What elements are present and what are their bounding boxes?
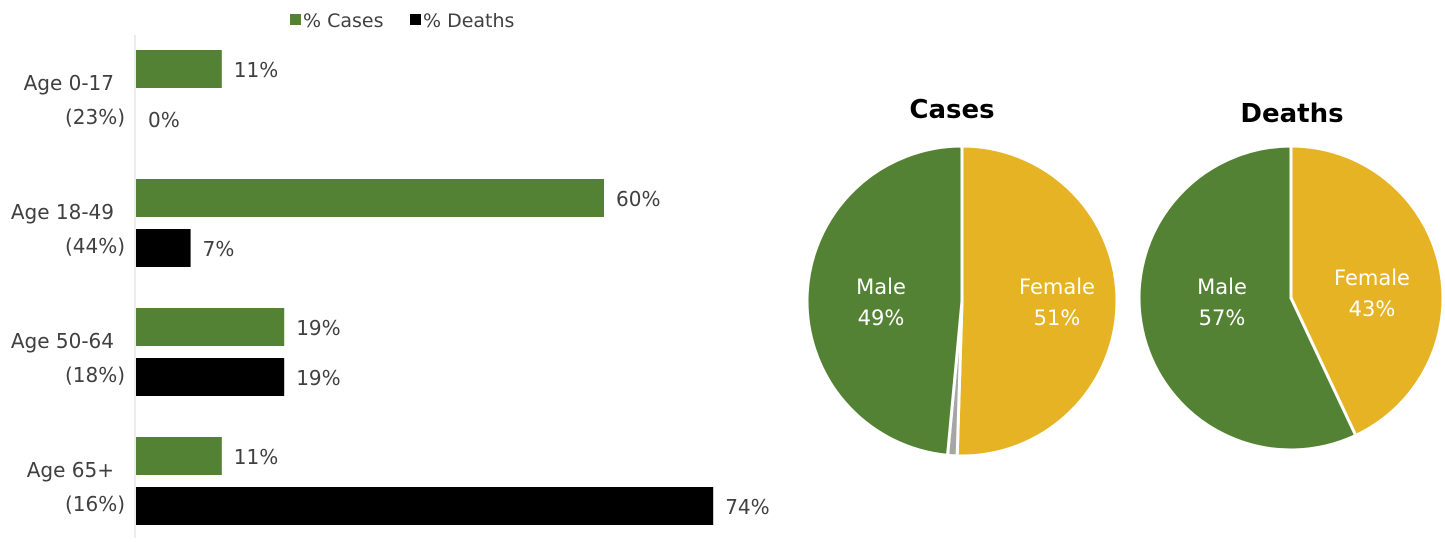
legend-swatch — [410, 14, 421, 25]
legend-label: % Cases — [303, 10, 384, 32]
data-label: 7% — [203, 237, 235, 261]
data-label: 74% — [725, 495, 769, 519]
bar-cases — [136, 308, 285, 346]
slice-value-label: 49% — [858, 306, 905, 330]
slice-value-label: 51% — [1034, 306, 1081, 330]
data-label: 19% — [296, 366, 340, 390]
pie-title: Deaths — [1240, 99, 1343, 129]
pie-title: Cases — [909, 95, 994, 125]
slice-name-label: Male — [856, 275, 906, 299]
data-label: 0% — [148, 108, 180, 132]
category-label: Age 65+ — [27, 458, 114, 482]
slice-name-label: Female — [1019, 275, 1095, 299]
bar-cases — [136, 50, 222, 88]
bar-deaths — [136, 358, 285, 396]
legend-label: % Deaths — [423, 10, 514, 32]
category-label: Age 50-64 — [11, 329, 114, 353]
bar-cases — [136, 179, 604, 217]
slice-value-label: 57% — [1199, 306, 1246, 330]
category-label: Age 18-49 — [11, 200, 114, 224]
category-share-label: (16%) — [65, 492, 125, 516]
bar-deaths — [136, 487, 714, 525]
bar-deaths — [136, 229, 191, 267]
bar-cases — [136, 437, 222, 475]
category-share-label: (18%) — [65, 363, 125, 387]
pie-slice-female — [1289, 144, 1445, 438]
slice-value-label: 43% — [1349, 297, 1396, 321]
data-label: 11% — [234, 58, 278, 82]
pie-slice-male — [805, 144, 964, 457]
pie-slice-male — [1137, 144, 1358, 452]
slice-name-label: Female — [1334, 266, 1410, 290]
data-label: 11% — [234, 445, 278, 469]
category-share-label: (44%) — [65, 234, 125, 258]
category-share-label: (23%) — [65, 105, 125, 129]
legend-swatch — [290, 14, 301, 25]
data-label: 60% — [616, 187, 660, 211]
slice-name-label: Male — [1197, 275, 1247, 299]
category-label: Age 0-17 — [24, 71, 114, 95]
data-label: 19% — [296, 316, 340, 340]
pie-slice-female — [955, 144, 1119, 458]
